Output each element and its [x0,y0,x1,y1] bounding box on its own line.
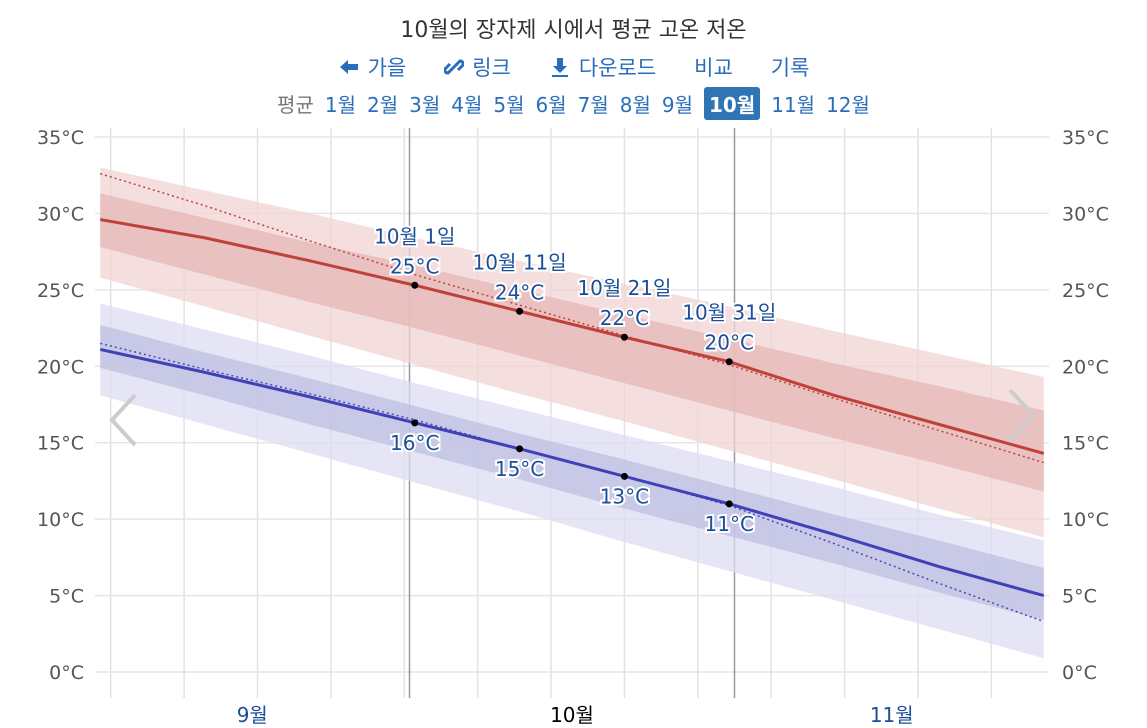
date-label: 10월 31일 [682,301,776,325]
point [725,358,733,366]
month-link[interactable]: 6월 [535,93,567,117]
y-tick-label: 15°C [37,433,84,455]
month-link[interactable]: 3월 [409,93,441,117]
month-link[interactable]: 9월 [661,93,693,117]
prev-arrow[interactable] [109,393,137,447]
value-label: 20°C [705,331,754,355]
nav-link[interactable]: 비교 [694,52,733,82]
y-tick-label: 20°C [37,356,84,378]
nav-link-text[interactable]: 가을 [367,56,407,80]
y2-tick-label: 0°C [1062,662,1097,684]
value-label: 13°C [600,484,649,508]
y2-tick-label: 10°C [1062,509,1109,531]
value-label: 25°C [390,254,439,278]
y-tick-label: 5°C [49,586,84,608]
y-tick-label: 25°C [37,280,84,302]
x-month-label: 10월 [550,703,594,727]
month-link[interactable]: 4월 [451,93,483,117]
date-label: 10월 21일 [577,276,671,300]
nav-link-text[interactable]: 링크 [472,56,511,80]
title: 10월의 장자제 시에서 평균 고온 저온 [400,18,747,43]
band [100,325,1044,621]
date-label: 10월 11일 [473,250,567,274]
point [725,500,733,508]
line [99,348,1045,598]
point [620,472,628,480]
value-label: 22°C [600,306,649,330]
nav-link-text[interactable]: 비교 [694,56,733,80]
month-link[interactable]: 1월 [324,93,356,117]
x-month-label: 9월 [237,703,268,727]
nav-link[interactable]: 다운로드 [549,52,656,82]
y2-tick-label: 30°C [1062,203,1109,225]
header: 10월의 장자제 시에서 평균 고온 저온 가을 링크 다운로드 비교 기록 평균 1월… [0,0,1147,125]
value-label: 15°C [495,457,544,481]
y-tick-label: 0°C [49,662,84,684]
y2-tick-label: 25°C [1062,280,1109,302]
nav-link-text[interactable]: 기록 [770,56,810,80]
point [620,333,628,341]
y2-tick-label: 20°C [1062,356,1109,378]
nav-link[interactable]: 기록 [771,52,810,82]
nav-link-text[interactable]: 다운로드 [578,56,657,80]
x-month-label: 11월 [870,703,914,727]
point [411,281,419,289]
month-link[interactable]: 7월 [577,93,609,117]
next-arrow[interactable] [1008,388,1036,442]
month-link[interactable]: 5월 [493,93,525,117]
nav-link[interactable]: 가을 [338,52,407,82]
month-link[interactable]: 10월 [703,87,761,120]
value-label: 16°C [390,431,439,455]
y-tick-label: 10°C [37,509,84,531]
value-label: 24°C [495,280,544,304]
date-label: 10월 1일 [374,224,455,248]
month-link[interactable]: 8월 [619,93,651,117]
nav-link[interactable]: 링크 [444,52,511,82]
point [411,419,419,427]
month-link[interactable]: 2월 [366,93,399,117]
month-nav: 평균 1월 2월 3월 4월 5월 6월 7월 8월 9월 10월 11월 12월 [0,87,1147,120]
value-label: 11°C [705,512,754,536]
nav-links: 가을 링크 다운로드 비교 기록 [0,52,1147,82]
point [516,445,524,453]
months-label: 평균 [277,93,314,117]
y-tick-label: 30°C [37,203,84,225]
y2-tick-label: 15°C [1062,433,1109,455]
month-link[interactable]: 11월 [771,93,816,117]
point [516,307,524,315]
y2-tick-label: 35°C [1062,127,1109,149]
y2-tick-label: 5°C [1062,586,1097,608]
month-link[interactable]: 12월 [826,93,870,117]
y-tick-label: 35°C [37,127,84,149]
line [99,218,1045,455]
